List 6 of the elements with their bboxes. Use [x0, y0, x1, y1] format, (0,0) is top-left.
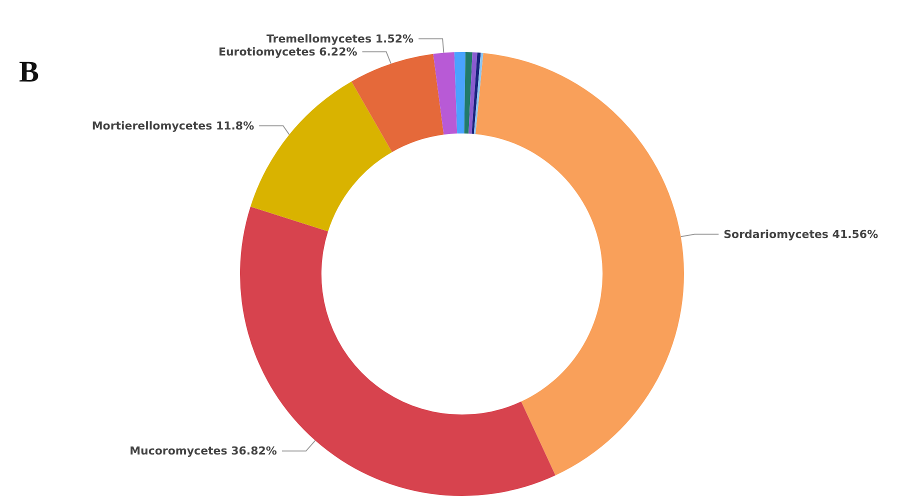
slice-label: Sordariomycetes 41.56%: [724, 228, 878, 241]
slice-label: Eurotiomycetes 6.22%: [218, 45, 358, 58]
slice-label: Mucoromycetes 36.82%: [130, 444, 277, 458]
slice-label: Tremellomycetes 1.52%: [266, 32, 414, 46]
text: B: [19, 56, 40, 88]
slice-label: Mortierellomycetes 11.8%: [92, 119, 254, 132]
